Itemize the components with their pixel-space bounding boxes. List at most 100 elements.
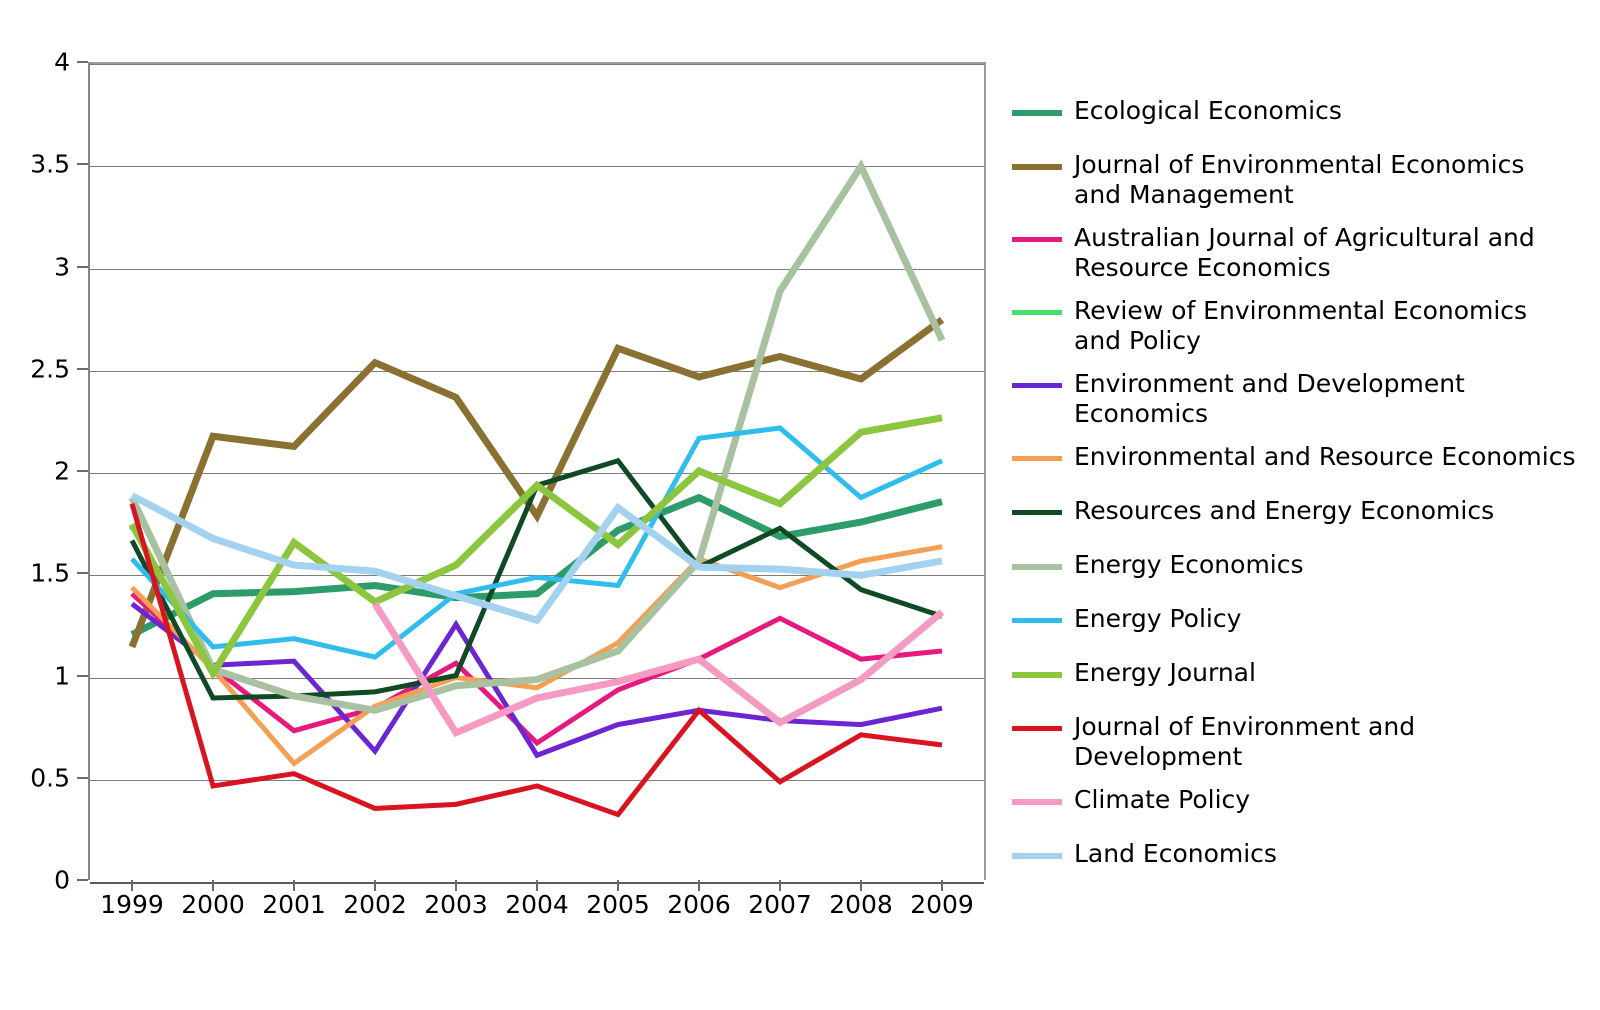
legend-item-label: Ecological Economics bbox=[1074, 96, 1342, 125]
x-axis-label: 2004 bbox=[505, 890, 569, 919]
y-axis-label: 0 bbox=[54, 865, 70, 895]
legend-color-swatch bbox=[1012, 110, 1062, 116]
series-lines bbox=[128, 159, 946, 818]
legend-item[interactable]: Australian Journal of Agricultural and R… bbox=[1012, 223, 1600, 282]
y-axis-tick bbox=[77, 572, 88, 575]
legend-item[interactable]: Resources and Energy Economics bbox=[1012, 496, 1600, 536]
x-axis-tick bbox=[779, 880, 781, 891]
line-chart: 0 0.5 1 1.5 2 2.5 3 3.5 4 1999 2000 2001 2002 2003 20… bbox=[0, 0, 986, 1010]
legend-color-swatch bbox=[1012, 672, 1062, 678]
gridline-4 bbox=[90, 64, 984, 65]
legend-item-label: Environmental and Resource Economics bbox=[1074, 442, 1576, 471]
y-axis-tick bbox=[77, 61, 88, 63]
legend-color-swatch bbox=[1012, 310, 1062, 315]
y-axis-tick bbox=[77, 776, 88, 779]
y-axis-tick bbox=[77, 265, 88, 268]
x-axis-tick bbox=[212, 880, 214, 891]
legend-item-label: Journal of Environment and Development bbox=[1074, 712, 1416, 771]
x-axis-tick bbox=[698, 880, 700, 891]
x-axis-label: 2006 bbox=[667, 890, 731, 919]
x-axis: 1999 2000 2001 2002 2003 2004 2005 2006 2007 2008… bbox=[100, 880, 974, 919]
legend-item[interactable]: Environment and Development Economics bbox=[1012, 369, 1600, 428]
x-axis-label: 2009 bbox=[910, 890, 974, 919]
x-axis-tick bbox=[536, 880, 538, 891]
legend-item[interactable]: Energy Policy bbox=[1012, 604, 1600, 644]
legend-item[interactable]: Review of Environmental Economics and Po… bbox=[1012, 296, 1600, 355]
y-axis-tick bbox=[77, 879, 88, 881]
legend-item[interactable]: Journal of Environment and Development bbox=[1012, 712, 1600, 771]
x-axis-tick bbox=[860, 880, 862, 891]
gridline-3 bbox=[90, 268, 984, 270]
series-line bbox=[128, 159, 946, 714]
legend-item-label: Australian Journal of Agricultural and R… bbox=[1074, 223, 1535, 282]
legend-item[interactable]: Environmental and Resource Economics bbox=[1012, 442, 1600, 482]
y-axis-tick bbox=[77, 163, 88, 166]
legend-color-swatch bbox=[1012, 799, 1062, 805]
legend-item-label: Land Economics bbox=[1074, 839, 1277, 868]
chart-legend: Ecological Economics Journal of Environme… bbox=[1012, 96, 1600, 893]
legend-item-label: Resources and Energy Economics bbox=[1074, 496, 1495, 525]
x-axis-tick bbox=[617, 880, 619, 891]
legend-item-label: Energy Journal bbox=[1074, 658, 1256, 687]
series-line bbox=[130, 425, 944, 660]
legend-color-swatch bbox=[1012, 237, 1062, 242]
series-line bbox=[130, 591, 943, 747]
x-axis-label: 2002 bbox=[343, 890, 407, 919]
y-axis-tick bbox=[77, 367, 88, 370]
y-axis-label: 3.5 bbox=[30, 149, 70, 179]
gridline-0-5 bbox=[90, 779, 984, 781]
x-axis-tick bbox=[455, 880, 457, 891]
gridline-2-5 bbox=[90, 370, 984, 372]
legend-color-swatch bbox=[1012, 164, 1062, 170]
x-axis-label: 2001 bbox=[262, 890, 326, 919]
y-axis-label: 2.5 bbox=[30, 354, 70, 384]
legend-item-label: Energy Policy bbox=[1074, 604, 1242, 633]
series-line bbox=[372, 602, 945, 738]
series-line bbox=[128, 316, 945, 649]
legend-color-swatch bbox=[1012, 726, 1062, 731]
legend-item-label: Climate Policy bbox=[1074, 785, 1251, 814]
y-axis-label: 1.5 bbox=[30, 558, 70, 588]
legend-item[interactable]: Energy Journal bbox=[1012, 658, 1600, 698]
x-axis-label: 2007 bbox=[748, 890, 812, 919]
legend-item-label: Energy Economics bbox=[1074, 550, 1304, 579]
legend-item[interactable]: Energy Economics bbox=[1012, 550, 1600, 590]
x-axis-tick bbox=[293, 880, 295, 891]
legend-item-label: Journal of Environmental Economics and M… bbox=[1074, 150, 1525, 209]
gridline-2 bbox=[90, 473, 984, 474]
legend-color-swatch bbox=[1012, 853, 1062, 859]
series-line bbox=[128, 414, 943, 681]
series-line bbox=[130, 492, 943, 625]
series-line bbox=[130, 601, 943, 759]
legend-color-swatch bbox=[1012, 383, 1062, 388]
legend-color-swatch bbox=[1012, 618, 1062, 623]
x-axis-tick bbox=[374, 880, 376, 891]
x-axis-label: 2005 bbox=[586, 890, 650, 919]
legend-item[interactable]: Journal of Environmental Economics and M… bbox=[1012, 150, 1600, 209]
legend-color-swatch bbox=[1012, 564, 1062, 570]
series-line bbox=[130, 544, 943, 767]
y-axis-tick bbox=[77, 674, 88, 677]
y-axis-label: 3 bbox=[54, 252, 70, 281]
y-axis-label: 0.5 bbox=[30, 763, 70, 793]
x-axis-tick bbox=[941, 880, 943, 891]
legend-item[interactable]: Ecological Economics bbox=[1012, 96, 1600, 136]
gridline-3-5 bbox=[90, 166, 984, 168]
legend-color-swatch bbox=[1012, 510, 1062, 515]
legend-item-label: Environment and Development Economics bbox=[1074, 369, 1465, 428]
x-axis-label: 2000 bbox=[181, 890, 245, 919]
x-axis-label: 1999 bbox=[100, 890, 164, 919]
legend-color-swatch bbox=[1012, 456, 1062, 461]
y-axis-label: 2 bbox=[54, 456, 70, 486]
x-axis-tick bbox=[131, 880, 133, 891]
y-axis: 0 0.5 1 1.5 2 2.5 3 3.5 4 bbox=[0, 0, 88, 1010]
y-axis-label: 4 bbox=[54, 47, 70, 77]
series-line bbox=[129, 503, 943, 818]
legend-item[interactable]: Climate Policy bbox=[1012, 785, 1600, 825]
y-axis-label: 1 bbox=[54, 661, 70, 690]
legend-item[interactable]: Land Economics bbox=[1012, 839, 1600, 879]
legend-item-label: Review of Environmental Economics and Po… bbox=[1074, 296, 1528, 355]
x-axis-label: 2003 bbox=[424, 890, 488, 919]
y-axis-tick bbox=[77, 470, 88, 472]
